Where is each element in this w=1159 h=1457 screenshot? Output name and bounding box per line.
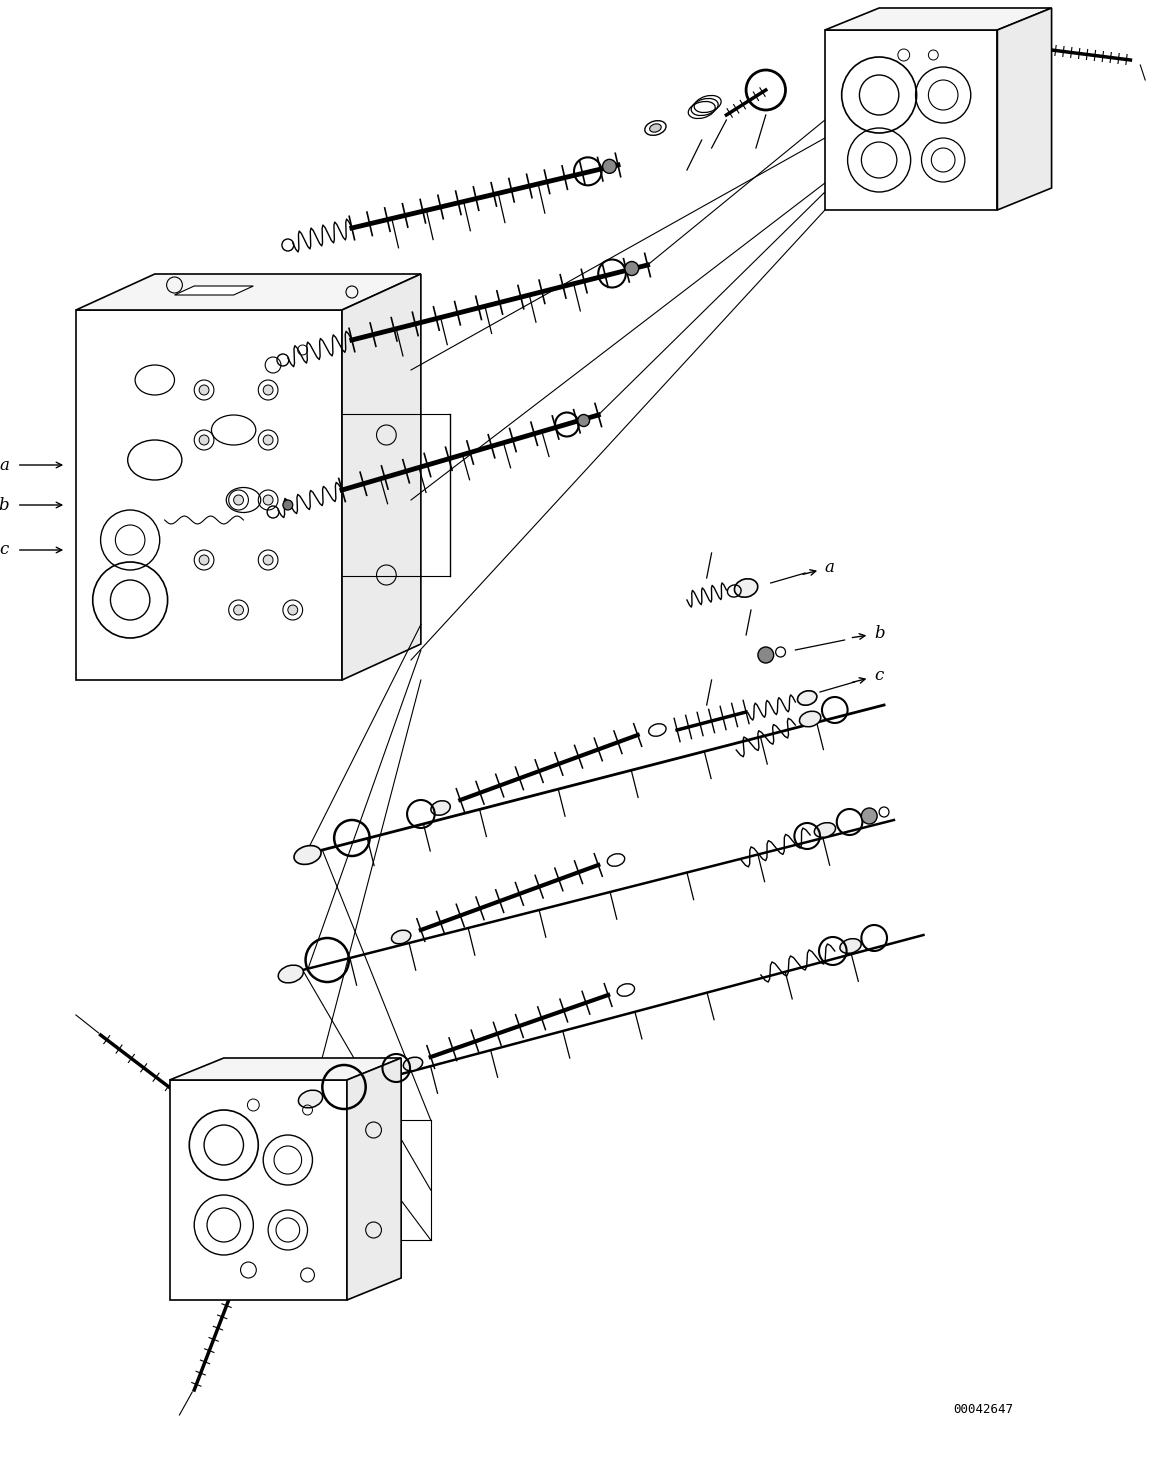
Circle shape (263, 495, 274, 506)
Polygon shape (998, 7, 1051, 210)
Text: b: b (0, 497, 9, 513)
Ellipse shape (800, 711, 821, 727)
Text: a: a (0, 456, 9, 474)
Polygon shape (76, 310, 342, 680)
Circle shape (263, 436, 274, 444)
Polygon shape (825, 31, 998, 210)
Circle shape (263, 385, 274, 395)
Circle shape (199, 555, 209, 565)
Ellipse shape (392, 930, 410, 944)
Circle shape (578, 414, 590, 427)
Ellipse shape (278, 965, 304, 983)
Polygon shape (825, 7, 1051, 31)
Circle shape (234, 495, 243, 506)
Ellipse shape (649, 124, 662, 133)
Ellipse shape (735, 578, 758, 597)
Ellipse shape (815, 823, 836, 838)
Polygon shape (175, 286, 254, 294)
Ellipse shape (403, 1058, 423, 1071)
Text: 00042647: 00042647 (954, 1403, 1013, 1416)
Circle shape (603, 159, 617, 173)
Text: c: c (874, 667, 883, 685)
Ellipse shape (431, 801, 450, 816)
Circle shape (861, 809, 877, 825)
Circle shape (283, 500, 293, 510)
Polygon shape (76, 274, 421, 310)
Text: c: c (0, 542, 9, 558)
Text: a: a (825, 559, 834, 577)
Ellipse shape (797, 691, 817, 705)
Ellipse shape (840, 938, 861, 953)
Polygon shape (169, 1058, 401, 1080)
Polygon shape (169, 1080, 347, 1300)
Circle shape (199, 436, 209, 444)
Circle shape (625, 261, 639, 275)
Circle shape (199, 385, 209, 395)
Circle shape (234, 605, 243, 615)
Circle shape (758, 647, 774, 663)
Ellipse shape (298, 1090, 322, 1107)
Text: b: b (874, 625, 884, 641)
Circle shape (263, 555, 274, 565)
Circle shape (287, 605, 298, 615)
Polygon shape (347, 1058, 401, 1300)
Ellipse shape (294, 845, 321, 864)
Polygon shape (342, 274, 421, 680)
